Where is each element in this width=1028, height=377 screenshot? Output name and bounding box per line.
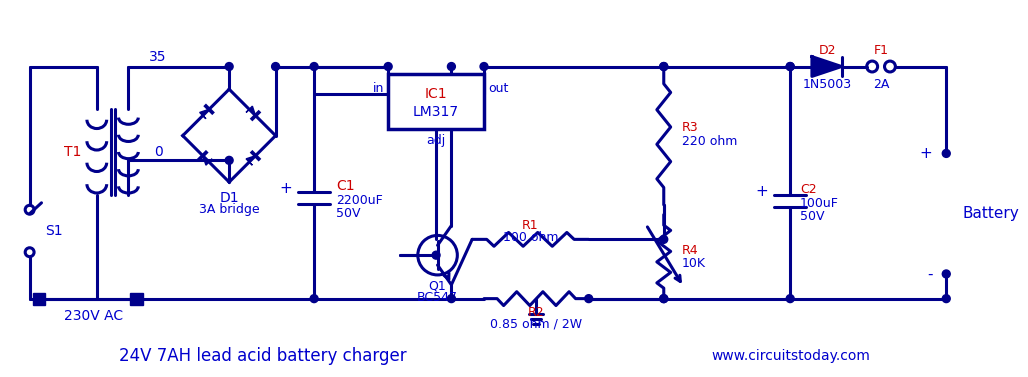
Text: 100 ohm: 100 ohm <box>503 231 558 244</box>
Circle shape <box>447 63 455 70</box>
Bar <box>33 293 45 305</box>
Text: 3A bridge: 3A bridge <box>198 203 259 216</box>
Circle shape <box>786 295 795 303</box>
Circle shape <box>786 63 795 70</box>
Text: R1: R1 <box>522 219 539 232</box>
Circle shape <box>310 63 318 70</box>
Circle shape <box>943 150 950 157</box>
Text: F1: F1 <box>874 44 888 57</box>
Polygon shape <box>246 106 256 116</box>
Polygon shape <box>246 156 256 165</box>
Text: +: + <box>920 146 932 161</box>
Circle shape <box>660 63 668 70</box>
Text: C2: C2 <box>800 183 816 196</box>
Text: 220 ohm: 220 ohm <box>682 135 737 148</box>
Text: IC1: IC1 <box>425 87 447 101</box>
Circle shape <box>271 63 280 70</box>
Text: +: + <box>756 184 769 199</box>
Text: 24V 7AH lead acid battery charger: 24V 7AH lead acid battery charger <box>118 347 406 365</box>
Text: 2200uF: 2200uF <box>336 195 382 207</box>
Text: T1: T1 <box>64 146 81 159</box>
Circle shape <box>585 295 593 303</box>
Text: R4: R4 <box>682 244 698 257</box>
Text: 35: 35 <box>149 50 167 64</box>
Text: in: in <box>373 82 384 95</box>
Text: out: out <box>488 82 508 95</box>
Text: C1: C1 <box>336 179 355 193</box>
Text: Battery: Battery <box>962 206 1019 221</box>
Text: 100uF: 100uF <box>800 197 839 210</box>
Circle shape <box>943 295 950 303</box>
Text: R2: R2 <box>528 306 545 319</box>
Text: www.circuitstoday.com: www.circuitstoday.com <box>711 349 870 363</box>
Text: D1: D1 <box>219 191 238 205</box>
Text: S1: S1 <box>45 224 63 238</box>
Text: BC547: BC547 <box>417 291 458 304</box>
Bar <box>389 74 484 129</box>
Bar <box>131 293 143 305</box>
Text: 10K: 10K <box>682 257 705 270</box>
Polygon shape <box>203 156 212 165</box>
Circle shape <box>225 63 233 70</box>
Polygon shape <box>199 109 209 119</box>
Text: 1N5003: 1N5003 <box>803 78 852 91</box>
Circle shape <box>432 251 440 259</box>
Circle shape <box>660 63 668 70</box>
Circle shape <box>447 295 455 303</box>
Text: -: - <box>927 267 932 282</box>
Polygon shape <box>812 57 842 77</box>
Text: R3: R3 <box>682 121 698 134</box>
Circle shape <box>660 295 668 303</box>
Text: adj: adj <box>427 134 446 147</box>
Circle shape <box>943 270 950 278</box>
Text: 0.85 ohm / 2W: 0.85 ohm / 2W <box>490 318 583 331</box>
Text: +: + <box>280 181 292 196</box>
Circle shape <box>480 63 488 70</box>
Text: 0: 0 <box>153 146 162 159</box>
Circle shape <box>786 63 795 70</box>
Text: Q1: Q1 <box>429 279 446 292</box>
Circle shape <box>660 295 668 303</box>
Circle shape <box>384 63 392 70</box>
Circle shape <box>225 156 233 164</box>
Text: 2A: 2A <box>873 78 889 91</box>
Text: LM317: LM317 <box>413 105 460 119</box>
Text: 50V: 50V <box>336 207 361 220</box>
Text: 50V: 50V <box>800 210 824 223</box>
Circle shape <box>660 235 668 243</box>
Text: D2: D2 <box>819 44 837 57</box>
Text: 230V AC: 230V AC <box>65 310 123 323</box>
Circle shape <box>310 295 318 303</box>
